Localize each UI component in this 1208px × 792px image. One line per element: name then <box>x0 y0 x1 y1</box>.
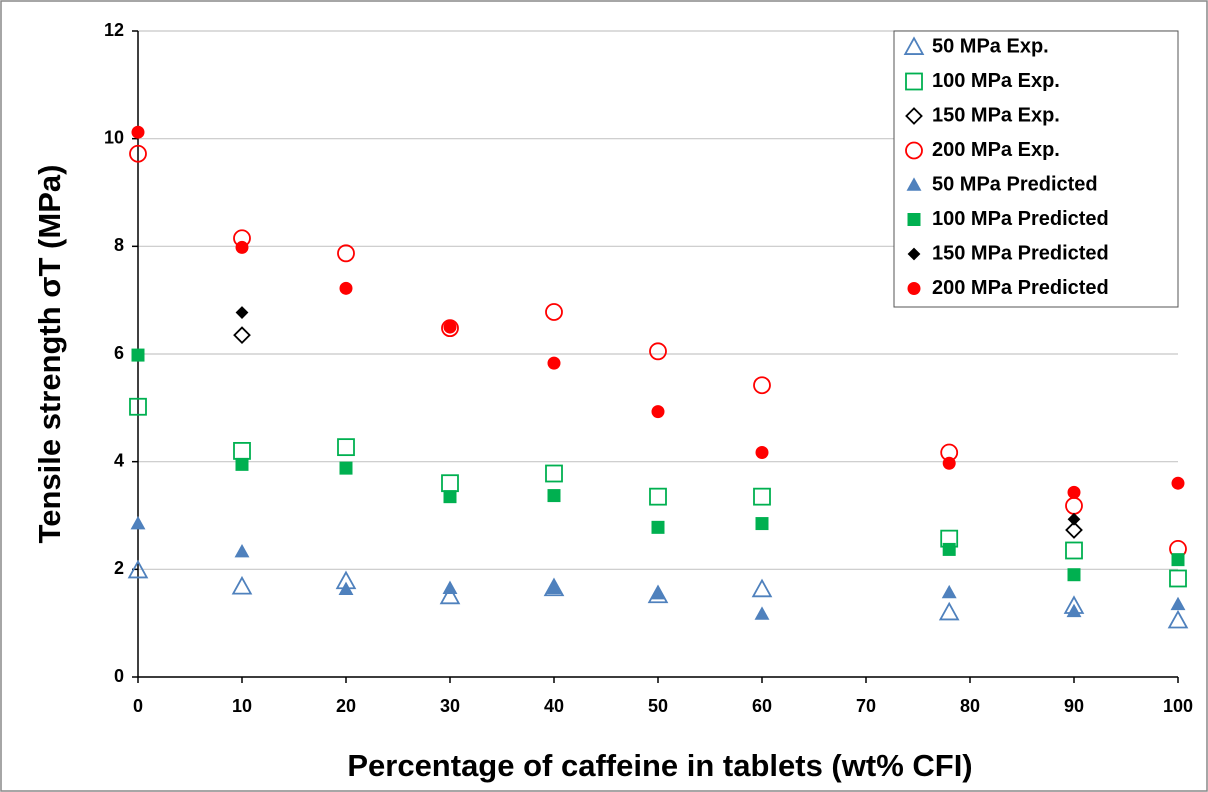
point <box>751 578 773 598</box>
point <box>443 320 457 334</box>
x-tick-label: 100 <box>1163 696 1193 716</box>
point <box>439 585 461 605</box>
x-axis-label: Percentage of caffeine in tablets (wt% C… <box>347 748 972 783</box>
point <box>1170 596 1186 611</box>
point <box>234 543 250 558</box>
point <box>131 348 145 362</box>
point <box>233 326 251 345</box>
point <box>231 575 253 595</box>
point <box>235 306 249 319</box>
x-tick-label: 0 <box>133 696 143 716</box>
legend-box <box>893 30 1179 308</box>
point <box>1067 568 1081 582</box>
y-tick-label: 6 <box>114 343 124 363</box>
legend-label: 100 MPa Exp. <box>932 70 1060 92</box>
point <box>650 585 666 600</box>
point <box>129 144 147 163</box>
point <box>443 490 457 504</box>
point <box>1065 521 1083 539</box>
x-tick-label: 70 <box>856 696 876 716</box>
point <box>753 487 771 506</box>
y-tick-label: 8 <box>114 235 124 255</box>
x-tick-label: 20 <box>336 696 356 716</box>
point <box>1065 541 1083 560</box>
point <box>1167 609 1189 629</box>
legend-marker <box>905 141 923 160</box>
point <box>651 405 665 419</box>
point <box>941 584 957 599</box>
legend-marker <box>906 177 922 191</box>
point <box>1169 569 1187 588</box>
point <box>129 397 147 416</box>
legend-marker <box>905 107 923 125</box>
x-tick-label: 80 <box>960 696 980 716</box>
point <box>546 580 562 594</box>
point <box>545 464 563 483</box>
point <box>1171 476 1185 490</box>
point <box>338 581 354 596</box>
y-tick-label: 10 <box>104 127 124 147</box>
y-tick-label: 12 <box>104 20 124 40</box>
x-tick-label: 60 <box>752 696 772 716</box>
point <box>337 244 355 263</box>
x-tick-label: 90 <box>1064 696 1084 716</box>
point <box>339 281 353 295</box>
point <box>337 438 355 457</box>
point <box>131 125 145 139</box>
point <box>545 303 563 321</box>
y-tick-label: 0 <box>114 666 124 686</box>
point <box>235 457 249 471</box>
point <box>441 319 459 338</box>
legend-label: 50 MPa Exp. <box>932 35 1049 57</box>
point <box>753 376 771 395</box>
legend-marker <box>907 282 921 295</box>
legend-label: 150 MPa Exp. <box>932 104 1060 126</box>
point <box>938 601 960 621</box>
point <box>755 517 769 531</box>
point <box>543 577 565 597</box>
point <box>651 520 665 534</box>
x-tick-label: 40 <box>544 696 564 716</box>
point <box>942 456 956 470</box>
legend-label: 150 MPa Predicted <box>932 242 1109 264</box>
x-tick-label: 10 <box>232 696 252 716</box>
point <box>1171 553 1185 567</box>
point <box>1066 603 1082 618</box>
x-tick-label: 50 <box>648 696 668 716</box>
point <box>942 542 956 556</box>
y-tick-label: 4 <box>114 450 124 470</box>
legend-label: 200 MPa Predicted <box>932 277 1109 299</box>
legend-marker <box>907 213 921 226</box>
legend-label: 50 MPa Predicted <box>932 173 1098 195</box>
point <box>649 342 667 361</box>
point <box>339 461 353 475</box>
point <box>127 559 149 579</box>
legend-marker <box>907 247 921 261</box>
point <box>547 489 561 503</box>
point <box>649 487 667 506</box>
point <box>754 606 770 620</box>
point <box>130 515 146 530</box>
point <box>1067 512 1081 526</box>
point <box>1067 485 1081 499</box>
legend-label: 200 MPa Exp. <box>932 139 1060 161</box>
x-tick-label: 30 <box>440 696 460 716</box>
y-axis-label: Tensile strength σT (MPa) <box>32 165 67 544</box>
point <box>547 356 561 370</box>
legend-label: 100 MPa Predicted <box>932 208 1109 230</box>
point <box>235 240 249 254</box>
legend-marker <box>903 36 925 55</box>
point <box>442 580 458 594</box>
point <box>755 446 769 460</box>
y-tick-label: 2 <box>114 558 124 578</box>
legend-marker <box>905 72 923 91</box>
